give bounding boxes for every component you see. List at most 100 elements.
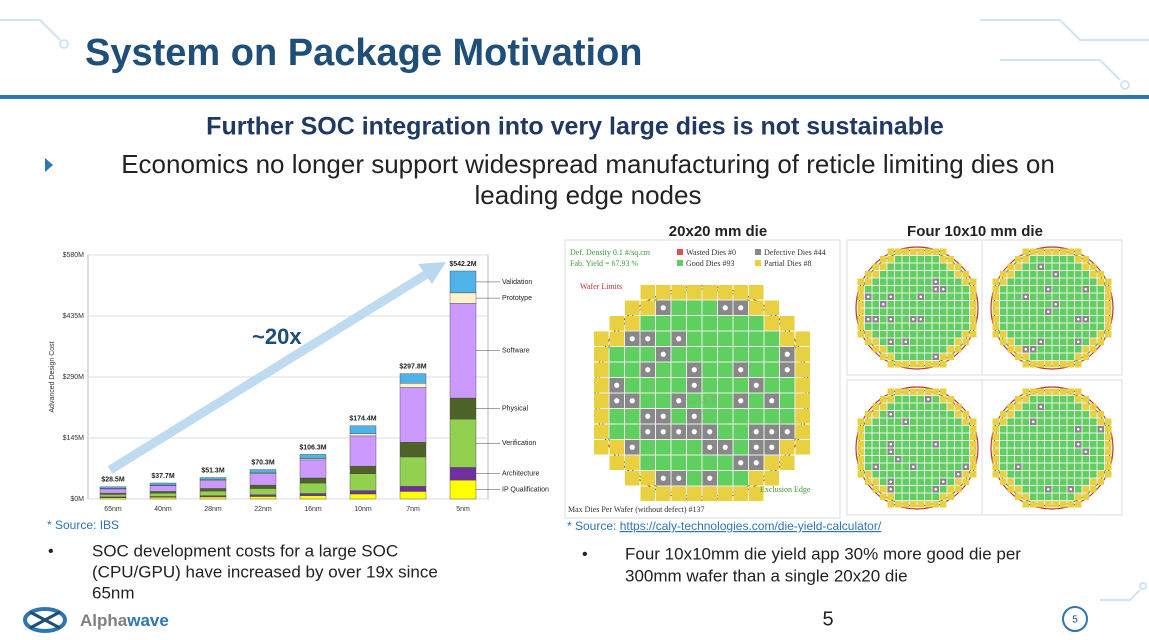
die bbox=[857, 448, 864, 455]
die bbox=[962, 271, 969, 278]
die bbox=[865, 448, 872, 455]
defect bbox=[784, 367, 790, 373]
die bbox=[795, 440, 810, 455]
die bbox=[902, 293, 909, 300]
die bbox=[857, 301, 864, 308]
die bbox=[902, 456, 909, 463]
die bbox=[940, 263, 947, 270]
die bbox=[880, 271, 887, 278]
die bbox=[865, 301, 872, 308]
die bbox=[795, 347, 810, 362]
die bbox=[872, 293, 879, 300]
die bbox=[1105, 433, 1112, 440]
die bbox=[895, 286, 902, 293]
die bbox=[1060, 471, 1067, 478]
defect bbox=[1047, 488, 1050, 491]
die bbox=[902, 361, 909, 368]
die bbox=[1052, 411, 1059, 418]
die bbox=[733, 347, 748, 362]
die bbox=[1007, 418, 1014, 425]
die bbox=[1030, 463, 1037, 470]
die bbox=[917, 456, 924, 463]
source-link[interactable]: https://caly-technologies.com/die-yield-… bbox=[620, 519, 882, 533]
die bbox=[1067, 418, 1074, 425]
die bbox=[1090, 411, 1097, 418]
die bbox=[1067, 256, 1074, 263]
die bbox=[1067, 388, 1074, 395]
defect bbox=[934, 288, 937, 291]
die bbox=[1060, 338, 1067, 345]
die bbox=[1030, 361, 1037, 368]
defect bbox=[874, 318, 877, 321]
die bbox=[1030, 278, 1037, 285]
die bbox=[947, 271, 954, 278]
defect bbox=[707, 444, 713, 450]
die bbox=[1075, 448, 1082, 455]
die bbox=[880, 353, 887, 360]
y-tick-label: $290M bbox=[63, 374, 85, 381]
die bbox=[955, 323, 962, 330]
die bbox=[947, 338, 954, 345]
die bbox=[640, 471, 655, 486]
die bbox=[925, 323, 932, 330]
die bbox=[910, 256, 917, 263]
die bbox=[940, 353, 947, 360]
die bbox=[1060, 316, 1067, 323]
total-label: $51.3M bbox=[201, 467, 225, 474]
die bbox=[1105, 286, 1112, 293]
die bbox=[947, 301, 954, 308]
die bbox=[594, 409, 609, 424]
die bbox=[1022, 403, 1029, 410]
die bbox=[940, 248, 947, 255]
die bbox=[1045, 353, 1052, 360]
wafer-legend: Wasted Dies #0 bbox=[686, 248, 736, 257]
die bbox=[1000, 316, 1007, 323]
y-tick-label: $0M bbox=[70, 496, 84, 503]
die bbox=[910, 426, 917, 433]
die bbox=[902, 433, 909, 440]
die bbox=[940, 418, 947, 425]
die bbox=[1067, 433, 1074, 440]
die bbox=[887, 388, 894, 395]
y-tick-label: $145M bbox=[63, 435, 85, 442]
source: * Source: IBS bbox=[47, 518, 119, 532]
die bbox=[947, 418, 954, 425]
bar-segment bbox=[149, 482, 177, 486]
die bbox=[1082, 278, 1089, 285]
die bbox=[940, 448, 947, 455]
die bbox=[895, 396, 902, 403]
die bbox=[764, 471, 779, 486]
die bbox=[1052, 256, 1059, 263]
die bbox=[857, 308, 864, 315]
die bbox=[940, 278, 947, 285]
die bbox=[955, 441, 962, 448]
die bbox=[857, 433, 864, 440]
die bbox=[887, 248, 894, 255]
die bbox=[865, 278, 872, 285]
bullet-text: 300mm wafer than a single 20x20 die bbox=[625, 566, 908, 585]
die bbox=[764, 300, 779, 315]
die bbox=[902, 463, 909, 470]
bar-segment bbox=[449, 418, 477, 468]
die bbox=[609, 440, 624, 455]
die bbox=[992, 448, 999, 455]
wafer-edge bbox=[990, 386, 1114, 510]
defect bbox=[691, 382, 697, 388]
die bbox=[1082, 338, 1089, 345]
die bbox=[962, 301, 969, 308]
die bbox=[1090, 293, 1097, 300]
die bbox=[702, 285, 717, 300]
die bbox=[749, 362, 764, 377]
die bbox=[902, 331, 909, 338]
defect bbox=[660, 351, 666, 357]
die bbox=[1015, 293, 1022, 300]
die bbox=[1022, 338, 1029, 345]
die bbox=[1045, 388, 1052, 395]
die bbox=[1082, 323, 1089, 330]
die bbox=[910, 308, 917, 315]
die bbox=[917, 411, 924, 418]
die bbox=[917, 353, 924, 360]
die bbox=[1045, 441, 1052, 448]
die bbox=[1075, 301, 1082, 308]
bar-segment bbox=[249, 496, 277, 500]
